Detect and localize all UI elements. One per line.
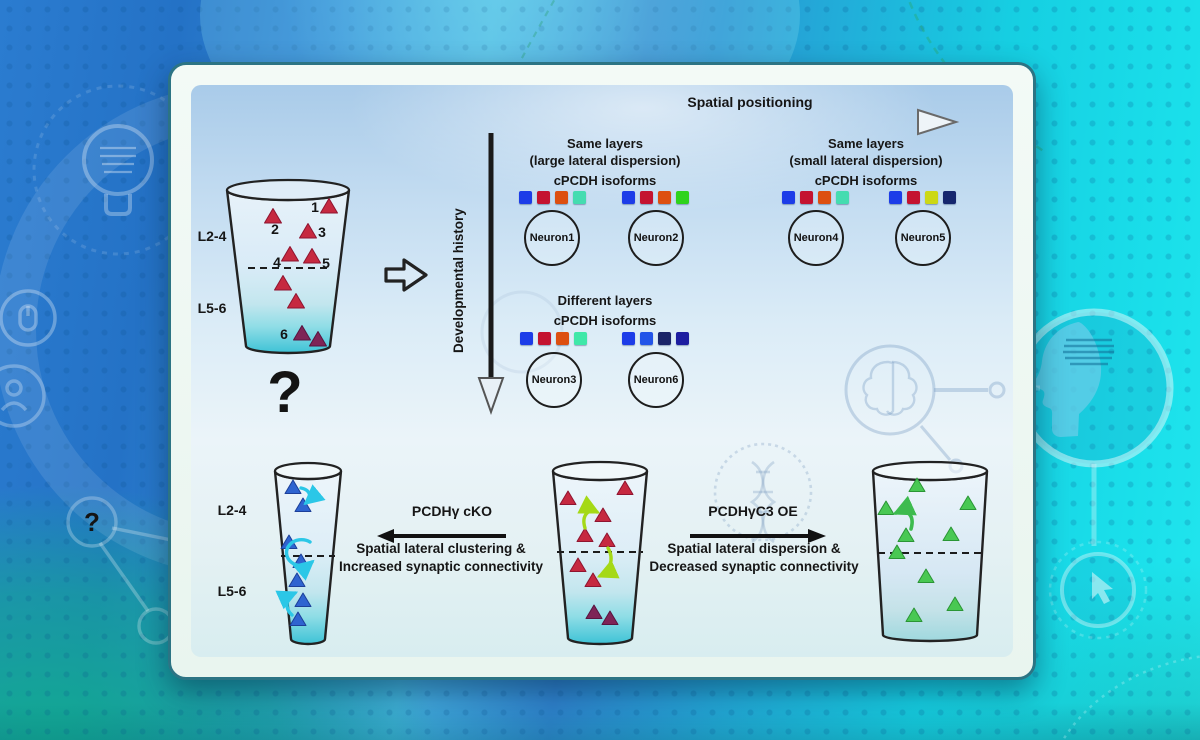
isoform-swatch (574, 332, 587, 345)
svg-text:3: 3 (318, 224, 326, 240)
dashed-trace (1061, 655, 1200, 740)
isoform-swatch (622, 332, 635, 345)
spatial-positioning-arrow (513, 108, 960, 136)
isoform-swatch (925, 191, 938, 204)
isoform-swatch (800, 191, 813, 204)
isoform-swatch (943, 191, 956, 204)
isoform-swatches-neuron4 (782, 191, 849, 204)
oe-arrow (690, 529, 826, 543)
neuron3-circle: Neuron3 (526, 352, 582, 408)
isoform-swatch (676, 191, 689, 204)
spatial-positioning-label: Spatial positioning (687, 94, 813, 110)
developmental-history-label: Developmental history (451, 208, 466, 354)
neuron5-circle: Neuron5 (895, 210, 951, 266)
block-arrow-icon (384, 258, 428, 292)
neuron-numbers: 1 2 3 4 5 6 (271, 199, 330, 342)
oe-desc-line1: Spatial lateral dispersion & (667, 541, 841, 556)
isoform-swatch (555, 191, 568, 204)
oe-title: PCDHγC3 OE (708, 503, 798, 519)
isoform-swatch (556, 332, 569, 345)
beaker-cko (273, 461, 343, 646)
isoform-swatch (640, 191, 653, 204)
neuron6-label: Neuron6 (633, 374, 679, 386)
developmental-history-arrow (477, 133, 505, 416)
green-triangles (877, 477, 977, 622)
svg-text:1: 1 (311, 199, 319, 215)
svg-text:2: 2 (271, 221, 279, 237)
isoform-swatch (818, 191, 831, 204)
isoform-swatches-neuron3 (520, 332, 587, 345)
isoform-swatch (520, 332, 533, 345)
cko-desc-line2: Increased synaptic connectivity (338, 559, 544, 574)
cko-title: PCDHγ cKO (411, 503, 493, 519)
question-mark-icon: ? (84, 507, 100, 537)
beaker-top: 1 2 3 4 5 6 (225, 178, 351, 355)
group3-title: Different layers (557, 293, 653, 308)
isoform-swatch (658, 191, 671, 204)
layer-label-l24: L2-4 (197, 228, 227, 244)
cko-desc-line1: Spatial lateral clustering & (356, 541, 526, 556)
neuron4-circle: Neuron4 (788, 210, 844, 266)
group2-subtitle: cPCDH isoforms (814, 173, 918, 188)
dna-watermark-icon (713, 442, 813, 544)
group1-title-line1: Same layers (567, 136, 643, 151)
person-icon (0, 364, 46, 428)
svg-text:6: 6 (280, 326, 288, 342)
clustering-arrows (275, 484, 326, 617)
isoform-swatch (519, 191, 532, 204)
isoform-swatch (658, 332, 671, 345)
isoform-swatch (889, 191, 902, 204)
bottom-layer-label-l24: L2-4 (217, 502, 247, 518)
isoform-swatch (640, 332, 653, 345)
neuron2-label: Neuron2 (633, 232, 679, 244)
isoform-swatch (836, 191, 849, 204)
isoform-swatch (676, 332, 689, 345)
neuron3-label: Neuron3 (531, 374, 577, 386)
isoform-swatches-neuron5 (889, 191, 956, 204)
hand-cursor-icon (1048, 540, 1148, 640)
beaker-wildtype (551, 460, 649, 646)
isoform-swatch (782, 191, 795, 204)
mouse-icon (0, 289, 57, 347)
oe-desc-line2: Decreased synaptic connectivity (649, 559, 859, 574)
bottom-layer-label-l56: L5-6 (217, 583, 247, 599)
neuron1-circle: Neuron1 (524, 210, 580, 266)
red-triangles (264, 198, 338, 347)
group1-title-line2: (large lateral dispersion) (529, 153, 681, 168)
brain-watermark-icon (844, 344, 1006, 474)
isoform-swatch (622, 191, 635, 204)
neuron6-circle: Neuron6 (628, 352, 684, 408)
isoform-swatches-neuron1 (519, 191, 586, 204)
neuron5-label: Neuron5 (900, 232, 946, 244)
svg-text:5: 5 (322, 255, 330, 271)
cko-arrow (377, 529, 506, 543)
dispersion-arrow (892, 495, 917, 531)
group1-subtitle: cPCDH isoforms (553, 173, 657, 188)
isoform-swatches-neuron2 (622, 191, 689, 204)
neuron1-label: Neuron1 (529, 232, 575, 244)
group2-title-line2: (small lateral dispersion) (789, 153, 943, 168)
neuron4-label: Neuron4 (793, 232, 839, 244)
migration-arrows (577, 495, 620, 579)
group2-title-line1: Same layers (828, 136, 904, 151)
red-triangles (559, 480, 634, 625)
question-mark-watermark: ? (267, 360, 302, 425)
beaker-oe (871, 460, 989, 643)
layer-label-l56: L5-6 (197, 300, 227, 316)
isoform-swatches-neuron6 (622, 332, 689, 345)
isoform-swatch (573, 191, 586, 204)
isoform-swatch (538, 332, 551, 345)
svg-text:4: 4 (273, 254, 281, 270)
group3-subtitle: cPCDH isoforms (553, 313, 657, 328)
head-profile-icon (1014, 308, 1174, 546)
isoform-swatch (537, 191, 550, 204)
neuron2-circle: Neuron2 (628, 210, 684, 266)
isoform-swatch (907, 191, 920, 204)
